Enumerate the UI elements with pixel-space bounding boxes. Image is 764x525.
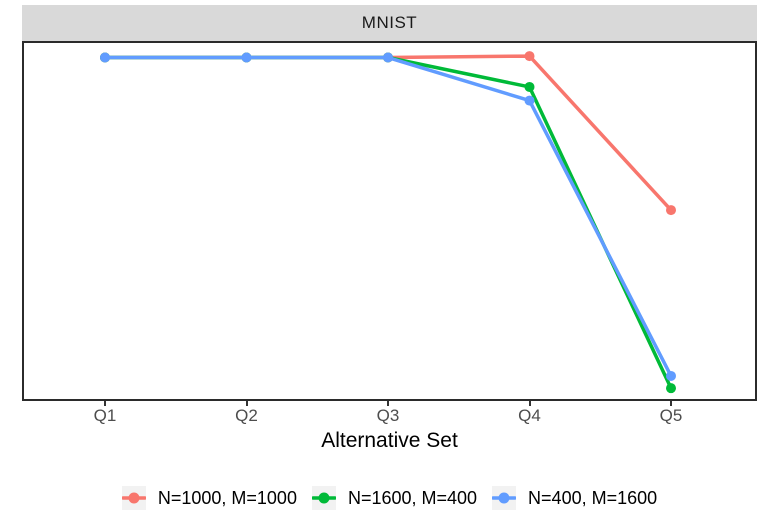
legend-item: N=1600, M=400 — [311, 486, 478, 510]
data-point — [383, 52, 393, 63]
data-point — [241, 52, 252, 63]
data-point — [524, 81, 535, 92]
data-point — [666, 370, 676, 381]
x-axis-title: Alternative Set — [321, 429, 458, 452]
data-point — [524, 51, 535, 62]
x-tick-mark — [387, 401, 389, 406]
facet-strip: MNIST — [22, 5, 757, 41]
data-point — [100, 52, 110, 63]
data-point — [666, 383, 676, 394]
x-tick-mark — [104, 401, 106, 406]
x-tick-mark — [670, 401, 672, 406]
legend-key-icon — [121, 486, 146, 510]
series-line-2 — [103, 55, 673, 378]
legend-label: N=400, M=1600 — [528, 487, 658, 508]
data-point — [666, 205, 676, 216]
legend: N=1000, M=1000 N=1600, M=400 N=400, M=1600 — [22, 486, 757, 510]
legend-label: N=1000, M=1000 — [157, 487, 297, 508]
legend-key-icon — [492, 486, 517, 510]
x-tick-label: Q5 — [659, 406, 683, 425]
x-tick-label: Q4 — [518, 406, 541, 425]
x-tick-label: Q2 — [235, 406, 258, 425]
plot-panel — [22, 41, 757, 401]
series-line-1 — [103, 55, 673, 390]
x-tick-label: Q1 — [93, 406, 117, 425]
series-line-0 — [103, 54, 673, 212]
x-tick-label: Q3 — [376, 406, 400, 425]
x-tick-mark — [528, 401, 531, 406]
plot-lines-svg — [100, 51, 676, 394]
facet-strip-label: MNIST — [361, 13, 418, 32]
legend-key-icon — [311, 486, 336, 510]
legend-item: N=1000, M=1000 — [121, 486, 297, 510]
legend-item: N=400, M=1600 — [492, 486, 657, 510]
data-point — [524, 95, 535, 106]
legend-label: N=1600, M=400 — [347, 487, 478, 508]
x-tick-mark — [245, 401, 248, 406]
